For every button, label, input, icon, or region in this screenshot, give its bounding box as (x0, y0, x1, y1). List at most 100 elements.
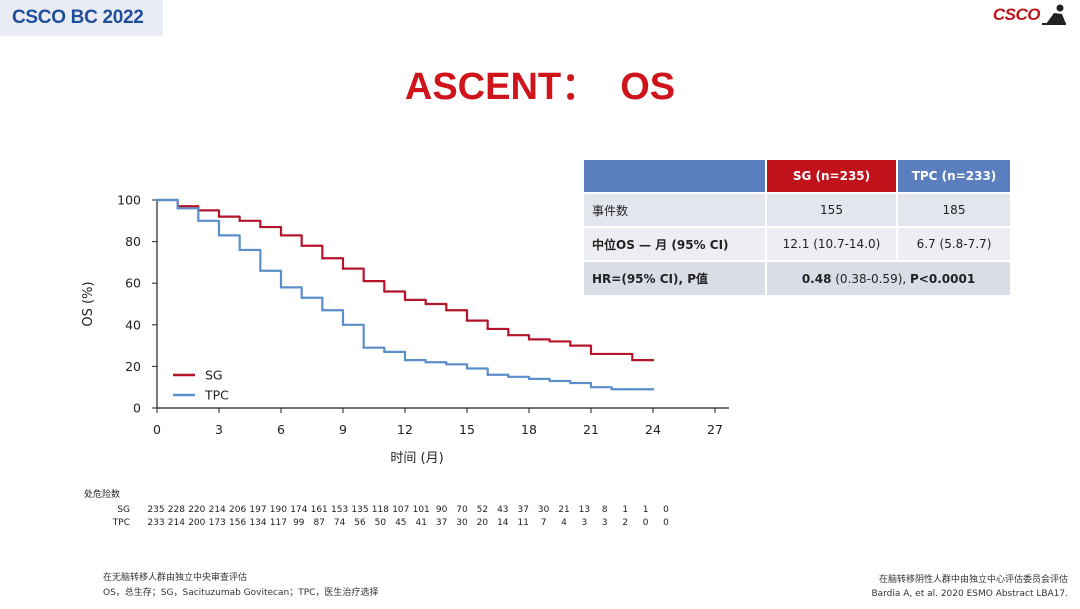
events-label: 事件数 (584, 192, 766, 227)
series-tpc-point (362, 346, 365, 349)
risk-value: 101 (413, 505, 430, 515)
series-tpc-point (197, 219, 200, 222)
x-tick-label: 15 (459, 422, 475, 437)
risk-value: 190 (270, 505, 287, 515)
y-tick-label: 20 (125, 359, 141, 374)
risk-value: 118 (372, 505, 389, 515)
x-tick-label: 27 (707, 422, 723, 437)
risk-value: 99 (293, 518, 305, 528)
series-tpc-point (383, 350, 386, 354)
risk-value: 134 (249, 518, 266, 528)
risk-value: 41 (415, 518, 426, 528)
series-sg-point (321, 257, 324, 260)
risk-value: 30 (538, 505, 550, 515)
risk-value: 52 (477, 505, 488, 515)
risk-value: 45 (395, 518, 406, 528)
os-stats-table: SG (n=235) TPC (n=233) 事件数 155 185 中位OS … (584, 160, 1010, 295)
footnote-right: 在脑转移阴性人群中由独立中心评估委员会评估 Bardia A, et al. 2… (871, 573, 1068, 601)
risk-value: 74 (334, 518, 346, 528)
series-tpc-point (527, 377, 531, 381)
x-tick-label: 6 (277, 422, 285, 437)
chart-legend: SG TPC (173, 368, 229, 403)
risk-row-label: SG (117, 505, 130, 515)
risk-value: 21 (558, 505, 569, 515)
risk-value: 1 (622, 505, 628, 515)
series-sg-line (157, 198, 653, 362)
y-axis-label: OS (%) (81, 281, 96, 326)
series-sg-point (445, 309, 448, 312)
series-tpc-point (259, 269, 262, 272)
series-sg-point (279, 234, 283, 237)
header-tpc: TPC (n=233) (896, 160, 1010, 193)
y-tick-label: 0 (133, 401, 141, 416)
series-tpc-point (424, 361, 427, 364)
series-sg-point (238, 219, 241, 222)
series-tpc-point (217, 234, 221, 237)
risk-value: 117 (270, 518, 287, 528)
footnote-right-line2: Bardia A, et al. 2020 ESMO Abstract LBA1… (871, 589, 1068, 599)
risk-row-label: TPC (112, 518, 130, 528)
series-tpc-point (486, 373, 489, 376)
series-tpc-point (238, 248, 241, 252)
hr-label: HR=(95% CI), P值 (584, 260, 766, 295)
risk-value: 30 (456, 518, 468, 528)
risk-value: 37 (436, 518, 447, 528)
series-sg-point (362, 279, 365, 283)
logo-figure-icon (1042, 4, 1066, 25)
legend-label-sg: SG (205, 368, 223, 383)
risk-table-title: 处危险数 (84, 488, 120, 500)
risk-value: 214 (168, 518, 185, 528)
median-os-tpc: 6.7 (5.8-7.7) (896, 226, 1010, 261)
risk-value: 13 (579, 505, 590, 515)
x-tick-label: 0 (153, 422, 161, 437)
x-axis-label: 时间 (月) (390, 451, 443, 466)
risk-value: 135 (351, 505, 368, 515)
x-tick-label: 21 (583, 422, 599, 437)
series-sg-point (548, 340, 551, 343)
risk-value: 156 (229, 518, 246, 528)
series-tpc-point (300, 296, 303, 299)
hr-ci: (0.38-0.59), (831, 271, 911, 286)
series-tpc-point (279, 286, 283, 289)
series-tpc-point (569, 381, 572, 385)
hr-estimate: 0.48 (801, 271, 832, 286)
series-tpc-line (157, 198, 653, 391)
risk-value: 56 (354, 518, 366, 528)
series-sg-point (465, 319, 469, 322)
series-sg-point (259, 225, 262, 229)
x-tick-label: 3 (215, 422, 223, 437)
risk-value: 2 (622, 518, 628, 528)
risk-value: 233 (147, 518, 164, 528)
risk-value: 161 (311, 505, 328, 515)
header-blank-cell (584, 160, 766, 193)
risk-value: 37 (517, 505, 528, 515)
risk-value: 220 (188, 505, 205, 515)
series-sg-point (527, 338, 531, 341)
series-tpc-point (465, 367, 469, 370)
median-os-sg: 12.1 (10.7-14.0) (765, 226, 897, 261)
risk-value: 14 (497, 518, 509, 528)
risk-value: 11 (517, 518, 528, 528)
events-sg: 155 (765, 192, 897, 227)
footnote-left-line2: OS，总生存；SG，Sacituzumab Govitecan；TPC，医生治疗… (103, 588, 379, 598)
y-tick-label: 80 (125, 234, 141, 249)
risk-value: 214 (209, 505, 226, 515)
series-sg-point (631, 358, 634, 362)
series-sg-point (486, 327, 489, 331)
risk-value: 20 (477, 518, 489, 528)
series-sg-point (569, 344, 572, 347)
legend-label-tpc: TPC (204, 388, 229, 403)
series-tpc-point (341, 323, 345, 326)
risk-value: 50 (375, 518, 387, 528)
risk-value: 197 (249, 505, 266, 515)
risk-value: 206 (229, 505, 246, 515)
risk-value: 70 (456, 505, 468, 515)
series-tpc-point (445, 363, 448, 366)
median-os-label: 中位OS — 月 (95% CI) (584, 226, 766, 261)
series-tpc-point (589, 386, 593, 389)
risk-value: 3 (582, 518, 588, 528)
x-tick-label: 18 (521, 422, 537, 437)
series-sg-point (589, 352, 593, 356)
risk-value: 8 (602, 505, 608, 515)
